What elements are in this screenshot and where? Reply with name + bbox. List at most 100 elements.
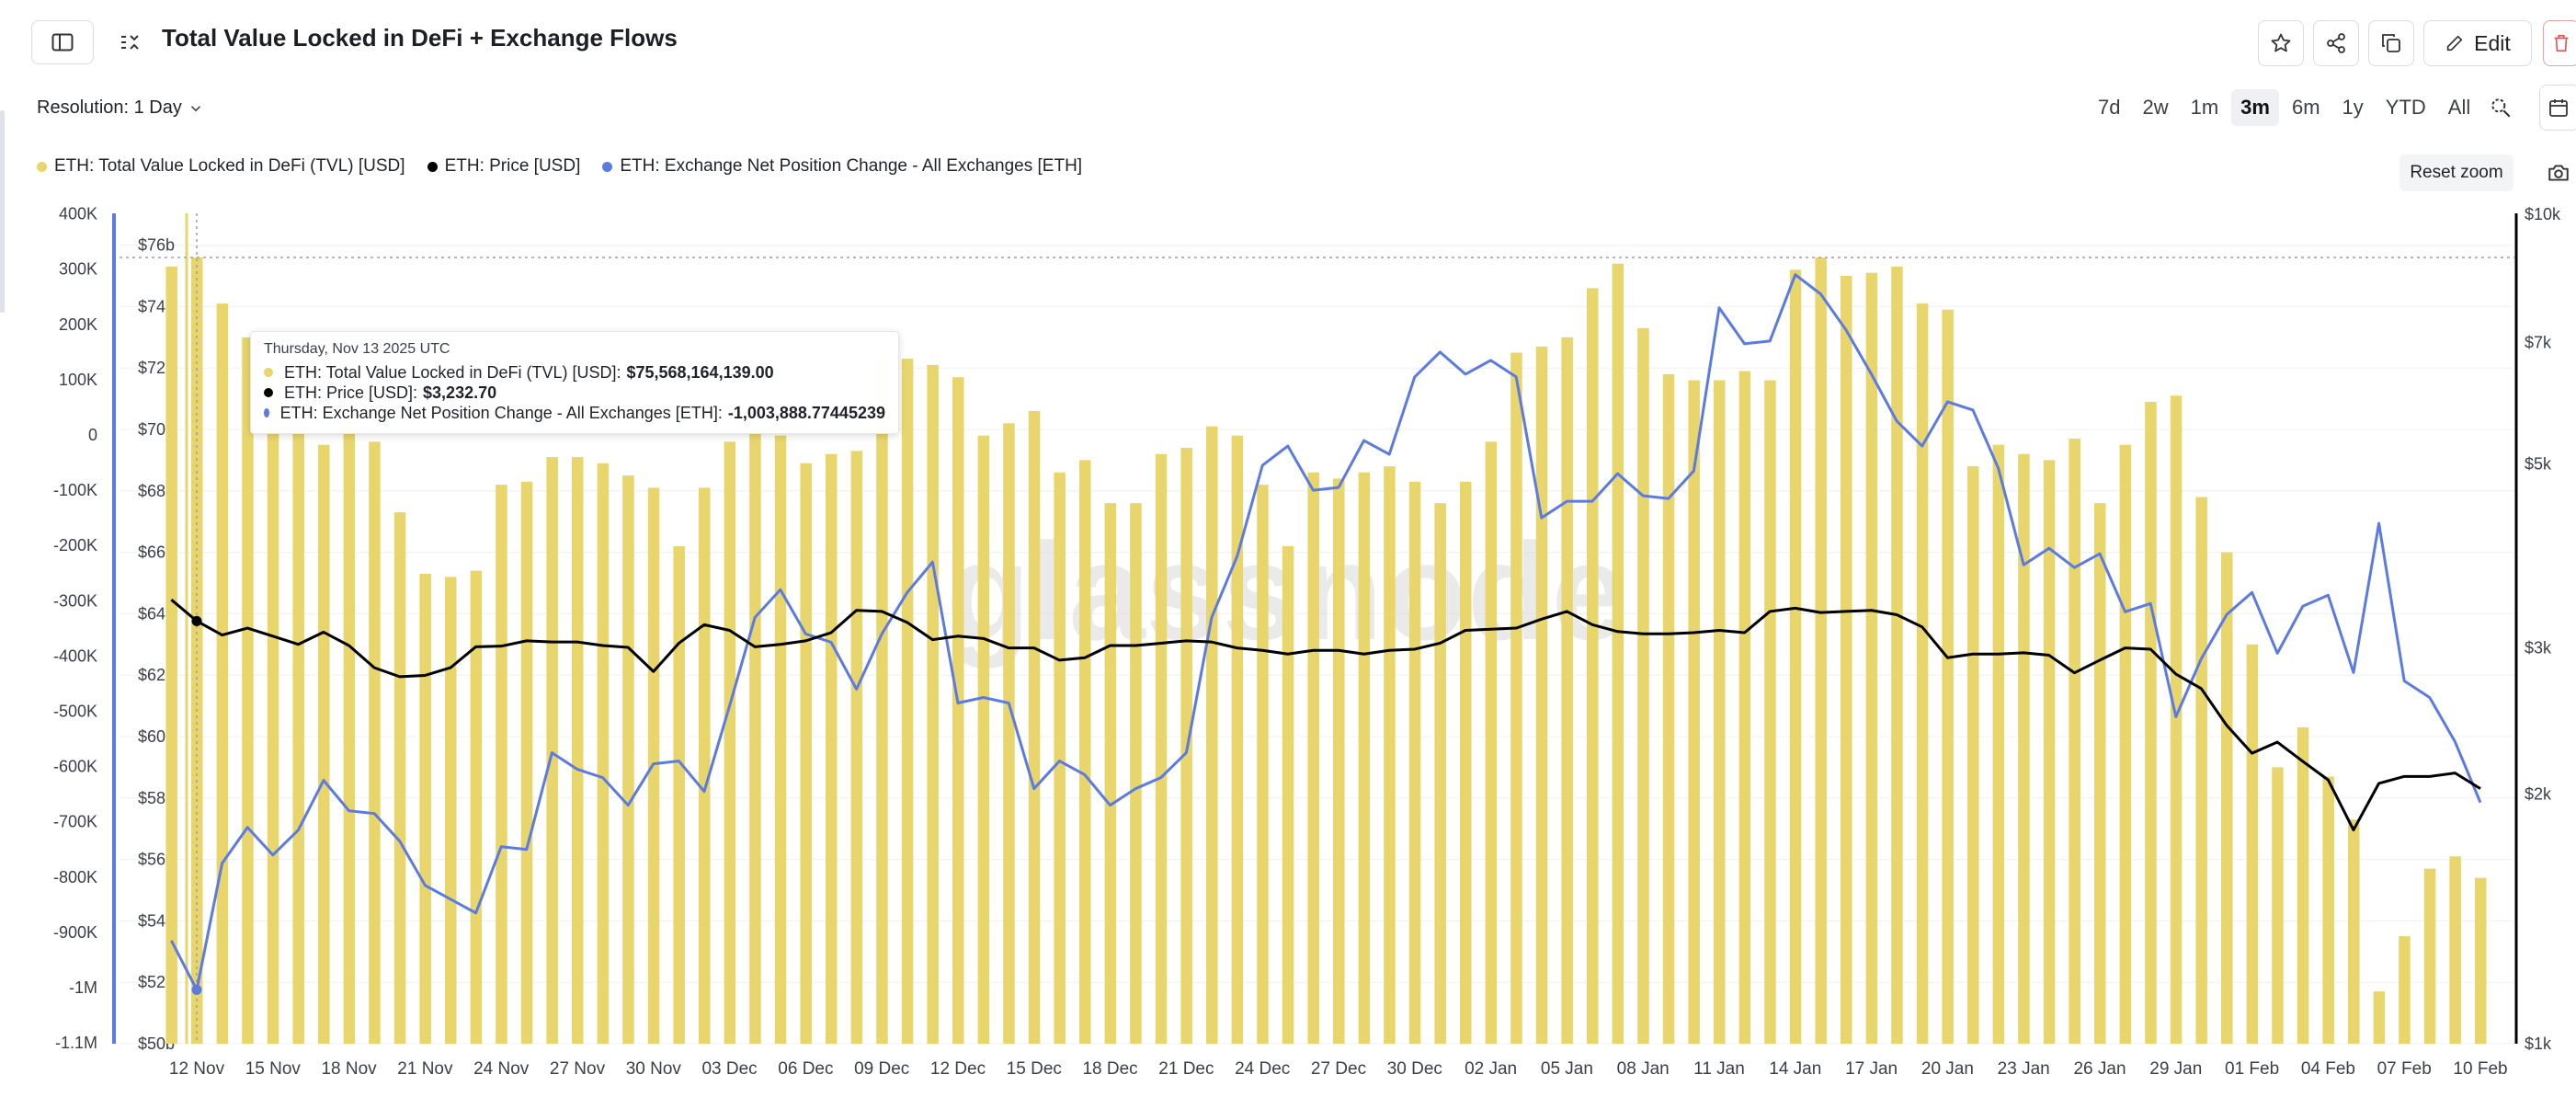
y-tick-label-flow: 100K	[59, 371, 97, 389]
legend-dot-price	[427, 161, 438, 172]
range-1y[interactable]: 1y	[2342, 96, 2364, 119]
tvl-bar	[393, 512, 406, 1044]
reset-zoom-button[interactable]: Reset zoom	[2399, 154, 2513, 191]
y-tick-label-flow: -400K	[53, 646, 97, 665]
export-image-button[interactable]	[2539, 154, 2576, 191]
time-range-selector: 7d 2w 1m 3m 6m 1y YTD All	[2087, 85, 2513, 131]
tvl-bar	[850, 451, 863, 1044]
y-tick-label-flow: 400K	[59, 205, 97, 223]
tvl-bar	[876, 355, 888, 1045]
range-1m[interactable]: 1m	[2190, 96, 2219, 119]
tvl-bar	[2170, 395, 2183, 1044]
chart-legend: ETH: Total Value Locked in DeFi (TVL) [U…	[37, 156, 1104, 177]
collapse-icon[interactable]	[118, 31, 140, 53]
delete-button[interactable]	[2543, 20, 2576, 66]
x-tick-label: 20 Jan	[1921, 1059, 1974, 1079]
edit-button[interactable]: Edit	[2423, 20, 2532, 66]
tooltip-value-price: $3,232.70	[423, 383, 497, 402]
x-tick-label: 14 Jan	[1769, 1059, 1821, 1079]
tvl-bar	[1637, 327, 1649, 1044]
toggle-sidebar-button[interactable]	[31, 20, 94, 64]
y-tick-label-tvl: $70b	[138, 420, 175, 439]
x-tick-label: 06 Dec	[778, 1059, 833, 1079]
tvl-bar	[622, 475, 634, 1044]
y-tick-label-price: $5k	[2525, 455, 2552, 474]
star-icon	[2271, 33, 2291, 52]
price-line	[170, 599, 2481, 832]
tvl-bar	[1408, 481, 1421, 1044]
x-tick-label: 12 Nov	[169, 1059, 225, 1079]
tvl-bar	[2272, 767, 2284, 1044]
tvl-bar	[1865, 272, 1878, 1044]
zoom-icon[interactable]	[2489, 96, 2513, 120]
x-tick-label: 08 Jan	[1617, 1059, 1670, 1079]
tvl-bar	[2348, 819, 2360, 1044]
chart-tooltip: Thursday, Nov 13 2025 UTC ETH: Total Val…	[250, 331, 899, 434]
legend-item-flow[interactable]: ETH: Exchange Net Position Change - All …	[602, 156, 1082, 177]
y-tick-label-tvl: $62b	[138, 666, 175, 684]
x-tick-label: 23 Jan	[1998, 1059, 2050, 1079]
y-tick-label-price: $2k	[2525, 784, 2552, 803]
y-tick-label-flow: -100K	[53, 481, 97, 499]
resolution-select[interactable]: Resolution: 1 Day	[37, 97, 204, 119]
x-tick-label: 27 Dec	[1311, 1059, 1366, 1079]
duplicate-button[interactable]	[2368, 20, 2414, 66]
favorite-button[interactable]	[2258, 20, 2304, 66]
range-all[interactable]: All	[2447, 96, 2471, 119]
share-button[interactable]	[2313, 20, 2359, 66]
tvl-bar	[901, 359, 914, 1044]
tvl-bar	[1916, 303, 1929, 1044]
x-tick-label: 26 Jan	[2073, 1059, 2126, 1079]
x-tick-label: 24 Nov	[473, 1059, 530, 1079]
tooltip-value-flow: -1,003,888.77445239	[727, 403, 885, 422]
x-tick-label: 11 Jan	[1693, 1059, 1745, 1079]
legend-label-flow: ETH: Exchange Net Position Change - All …	[620, 156, 1083, 176]
tvl-bar	[2423, 868, 2436, 1044]
tvl-bar	[1054, 472, 1066, 1044]
tvl-bar	[952, 377, 964, 1045]
y-tick-label-flow: 300K	[59, 260, 97, 279]
x-tick-label: 18 Dec	[1082, 1059, 1137, 1079]
y-tick-label-flow: -200K	[53, 536, 97, 554]
legend-item-price[interactable]: ETH: Price [USD]	[427, 156, 580, 177]
tvl-bar	[165, 266, 177, 1045]
range-ytd[interactable]: YTD	[2385, 96, 2426, 119]
calendar-button[interactable]	[2539, 85, 2576, 131]
y-tick-label-tvl: $66b	[138, 543, 175, 562]
tvl-bar	[1460, 481, 1472, 1044]
range-2w[interactable]: 2w	[2142, 96, 2169, 119]
tvl-bar	[1003, 423, 1015, 1044]
tooltip-dot-flow	[264, 408, 269, 417]
y-tick-label-flow: -1M	[69, 978, 97, 997]
tooltip-row-price: ETH: Price [USD]: $3,232.70	[264, 383, 885, 403]
tvl-bar	[699, 487, 711, 1044]
range-7d[interactable]: 7d	[2098, 96, 2121, 119]
tvl-bar	[267, 386, 279, 1044]
tvl-bar	[1485, 441, 1498, 1044]
y-tick-label-flow: -300K	[53, 591, 97, 610]
chart-area[interactable]: $50b $52b $54b $56b $58b $60b $62b $64b $66b $68b…	[0, 198, 2576, 1109]
tvl-bar	[826, 453, 838, 1045]
range-6m[interactable]: 6m	[2291, 96, 2320, 119]
tvl-bar	[927, 364, 939, 1044]
range-3m[interactable]: 3m	[2231, 89, 2279, 126]
tvl-bar	[216, 303, 229, 1044]
y-tick-label-tvl: $54b	[138, 911, 175, 930]
tvl-bar	[1992, 444, 2005, 1044]
tvl-bar	[1257, 485, 1269, 1044]
tvl-bar	[1079, 460, 1091, 1044]
tvl-bar	[1789, 269, 1802, 1044]
page-title: Total Value Locked in DeFi + Exchange Fl…	[162, 24, 678, 51]
legend-item-tvl[interactable]: ETH: Total Value Locked in DeFi (TVL) [U…	[37, 156, 405, 177]
tvl-bar	[2399, 936, 2411, 1044]
tvl-bar	[191, 257, 203, 1045]
tooltip-value-tvl: $75,568,164,139.00	[626, 362, 774, 382]
tvl-bar	[1587, 288, 1599, 1044]
y-tick-label-tvl: $60b	[138, 727, 175, 746]
x-tick-label: 15 Nov	[245, 1059, 302, 1079]
tvl-bar	[1764, 380, 1776, 1044]
tvl-bar	[1104, 503, 1117, 1044]
tvl-bar	[1028, 410, 1041, 1044]
y-tick-label-tvl: $58b	[138, 789, 175, 807]
tvl-bar	[242, 337, 254, 1044]
